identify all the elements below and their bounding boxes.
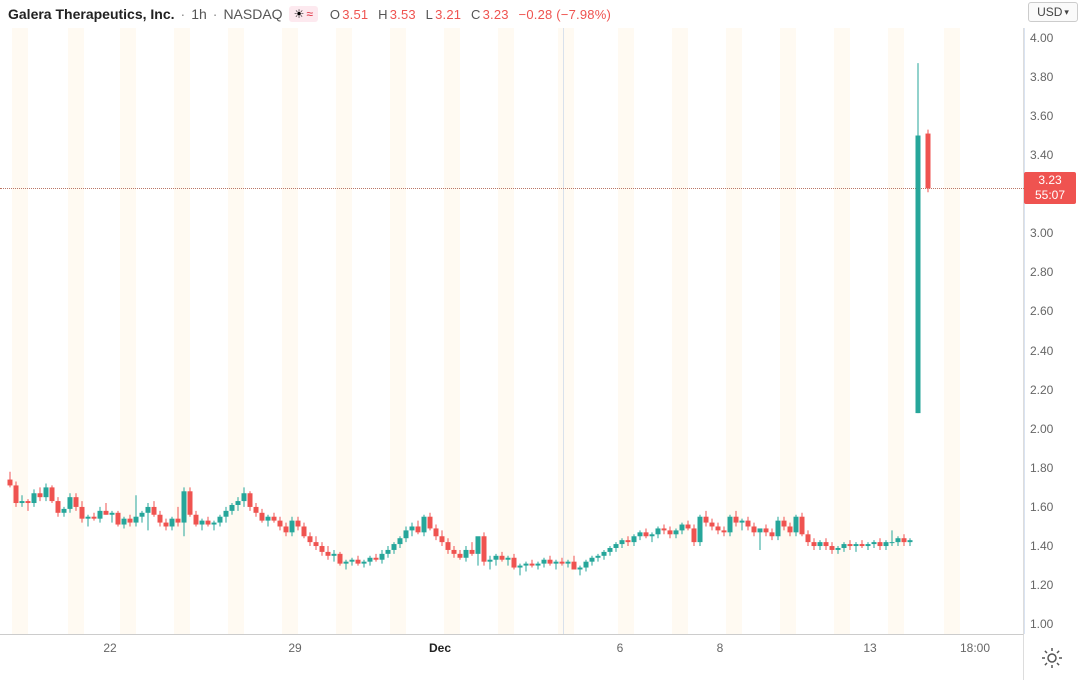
symbol-title[interactable]: Galera Therapeutics, Inc. (8, 6, 175, 22)
currency-selector[interactable]: USD ▾ (1028, 2, 1078, 22)
y-tick-label: 2.80 (1030, 265, 1053, 279)
chevron-down-icon: ▾ (1064, 7, 1069, 18)
y-tick-label: 3.60 (1030, 109, 1053, 123)
y-axis[interactable]: 1.00 1.20 1.40 1.60 1.80 2.00 2.20 2.40 2.60 2.80… (1024, 28, 1082, 634)
x-tick-label: 8 (717, 641, 724, 655)
chart-header: Galera Therapeutics, Inc. · 1h · NASDAQ … (0, 0, 1082, 28)
y-tick-label: 2.60 (1030, 304, 1053, 318)
ohlc-open: 3.51 (342, 7, 368, 22)
x-tick-label: 22 (103, 641, 116, 655)
y-tick-label: 1.20 (1030, 578, 1053, 592)
ohlc-close: 3.23 (483, 7, 509, 22)
x-axis[interactable]: 22 29 Dec 6 8 13 18:00 (0, 634, 1024, 680)
y-tick-label: 4.00 (1030, 31, 1053, 45)
session-badge: ☀ ≈ (289, 6, 318, 22)
y-tick-label: 3.40 (1030, 148, 1053, 162)
x-tick-label: Dec (429, 641, 451, 655)
y-tick-label: 3.80 (1030, 70, 1053, 84)
currency-label: USD (1037, 5, 1062, 19)
price-change: −0.28 (519, 7, 553, 22)
timeframe[interactable]: 1h (191, 6, 207, 22)
ohlc-readout: O3.51 H3.53 L3.21 C3.23 −0.28 (−7.98%) (324, 7, 611, 22)
last-price-tag: 3.2355:07 (1024, 172, 1076, 204)
y-tick-label: 1.60 (1030, 500, 1053, 514)
price-change-pct: (−7.98%) (556, 7, 611, 22)
y-tick-label: 1.40 (1030, 539, 1053, 553)
y-tick-label: 2.00 (1030, 422, 1053, 436)
y-tick-label: 1.00 (1030, 617, 1053, 631)
x-tick-label: 18:00 (960, 641, 990, 655)
ohlc-high: 3.53 (390, 7, 416, 22)
candlestick-series (0, 28, 1024, 634)
y-tick-label: 1.80 (1030, 461, 1053, 475)
settings-icon[interactable] (1040, 646, 1064, 670)
x-tick-label: 13 (863, 641, 876, 655)
sun-icon: ☀ (294, 7, 305, 21)
y-tick-label: 2.20 (1030, 383, 1053, 397)
wave-icon: ≈ (306, 7, 313, 21)
ohlc-low: 3.21 (435, 7, 461, 22)
separator: · (181, 6, 186, 22)
y-tick-label: 2.40 (1030, 344, 1053, 358)
x-tick-label: 6 (617, 641, 624, 655)
chart-pane[interactable] (0, 28, 1024, 634)
exchange: NASDAQ (223, 6, 282, 22)
y-tick-label: 3.00 (1030, 226, 1053, 240)
x-tick-label: 29 (288, 641, 301, 655)
separator: · (213, 6, 218, 22)
